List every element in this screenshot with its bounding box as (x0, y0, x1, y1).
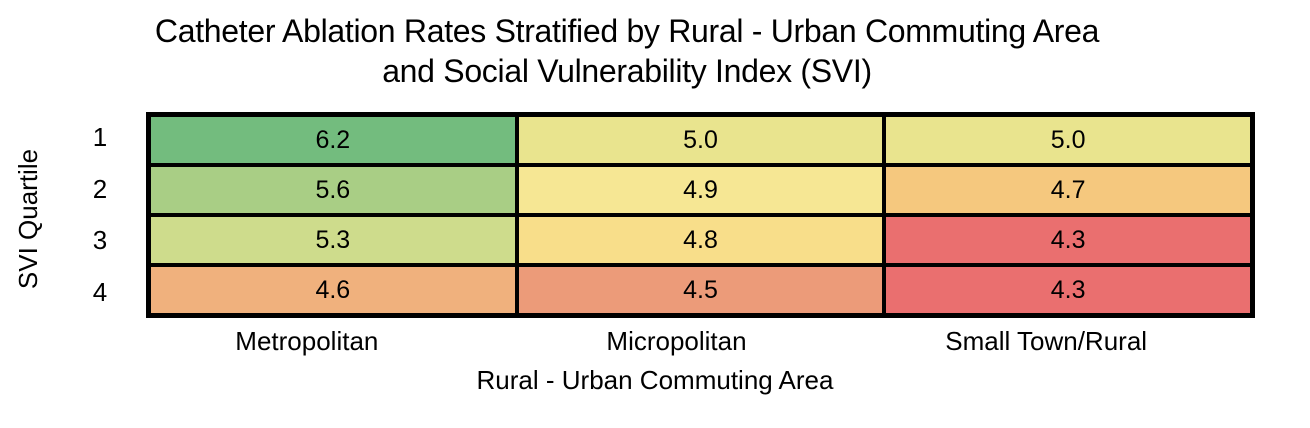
chart-title-line1: Catheter Ablation Rates Stratified by Ru… (154, 13, 1100, 49)
heatmap-cell-r4-c3: 4.3 (886, 267, 1250, 313)
heatmap-cell-r1-c1: 6.2 (151, 117, 515, 163)
chart-title: Catheter Ablation Rates Stratified by Ru… (0, 11, 1254, 91)
heatmap-table: 6.2 5.0 5.0 5.6 4.9 4.7 5.3 4.8 4.3 4.6 4.5 4.3 (146, 112, 1255, 318)
y-axis-ticks: 1 2 3 4 (78, 112, 122, 318)
y-tick-2: 2 (92, 173, 108, 204)
x-tick-small-town-rural: Small Town/Rural (945, 326, 1148, 356)
x-tick-micropolitan: Micropolitan (606, 326, 747, 356)
heatmap-cell-r3-c1: 5.3 (151, 217, 515, 263)
y-axis-label: SVI Quartile (13, 148, 43, 290)
heatmap-cell-r4-c2: 4.5 (518, 267, 883, 313)
heatmap-cell-r2-c1: 5.6 (151, 167, 515, 213)
heatmap-cell-r1-c2: 5.0 (518, 117, 883, 163)
heatmap-grid: 6.2 5.0 5.0 5.6 4.9 4.7 5.3 4.8 4.3 4.6 4.5 4.3 (151, 117, 1250, 313)
chart-title-line2: and Social Vulnerability Index (SVI) (382, 53, 872, 89)
heatmap-cell-r3-c3: 4.3 (886, 217, 1250, 263)
heatmap-cell-r3-c2: 4.8 (518, 217, 883, 263)
x-tick-metropolitan: Metropolitan (235, 326, 379, 356)
y-tick-3: 3 (92, 225, 108, 256)
heatmap-cell-r2-c2: 4.9 (518, 167, 883, 213)
heatmap-cell-r2-c3: 4.7 (886, 167, 1250, 213)
x-axis-ticks: Metropolitan Micropolitan Small Town/Rur… (122, 326, 1231, 356)
heatmap-cell-r1-c3: 5.0 (886, 117, 1250, 163)
y-tick-1: 1 (92, 122, 108, 153)
y-tick-4: 4 (92, 276, 108, 307)
x-axis-label: Rural - Urban Commuting Area (476, 365, 834, 395)
heatmap-cell-r4-c1: 4.6 (151, 267, 515, 313)
